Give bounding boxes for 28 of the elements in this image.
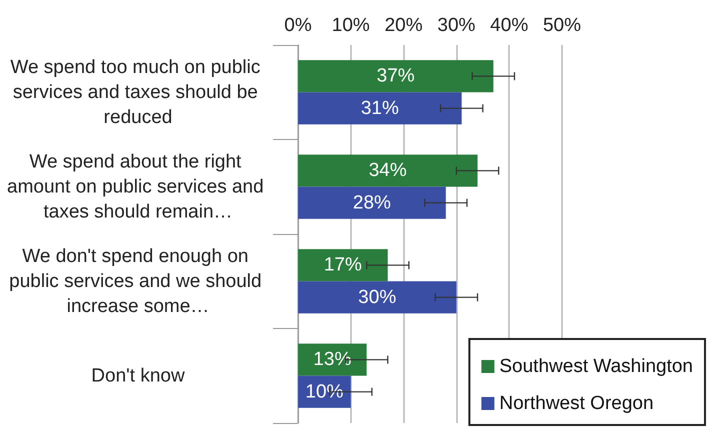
data-label: 17%	[324, 254, 362, 276]
x-tick-label: 0%	[284, 15, 312, 36]
bar	[298, 376, 351, 408]
data-label: 37%	[376, 66, 415, 87]
legend-label: Southwest Washington	[499, 356, 694, 377]
bar	[298, 186, 446, 219]
data-label: 28%	[352, 192, 392, 214]
y-tick-label: We spend about the right amount on public services and taxes should remain…	[7, 151, 269, 222]
x-tick-label: 10%	[332, 15, 370, 36]
legend-label: Northwest Oregon	[499, 393, 654, 414]
data-label: 30%	[358, 286, 396, 308]
y-tick-label: We spend too much on public services and taxes should be reduced	[10, 56, 266, 128]
data-label: 10%	[305, 381, 344, 402]
x-tick-label: 30%	[437, 15, 476, 36]
bar	[298, 281, 456, 314]
data-label: 13%	[313, 349, 352, 370]
x-tick-label: 20%	[384, 15, 423, 36]
x-tick-label: 50%	[542, 15, 582, 36]
y-tick-label: We don't spend enough on public services and we should increase some…	[9, 246, 267, 317]
x-tick-label: 40%	[490, 15, 528, 36]
bar	[298, 60, 494, 92]
y-tick-label: Don't know	[91, 365, 185, 386]
data-label: 34%	[368, 160, 407, 182]
bar	[298, 249, 388, 282]
bar	[298, 344, 367, 376]
bar	[298, 154, 478, 187]
data-label: 31%	[360, 98, 399, 119]
bar	[298, 92, 462, 124]
